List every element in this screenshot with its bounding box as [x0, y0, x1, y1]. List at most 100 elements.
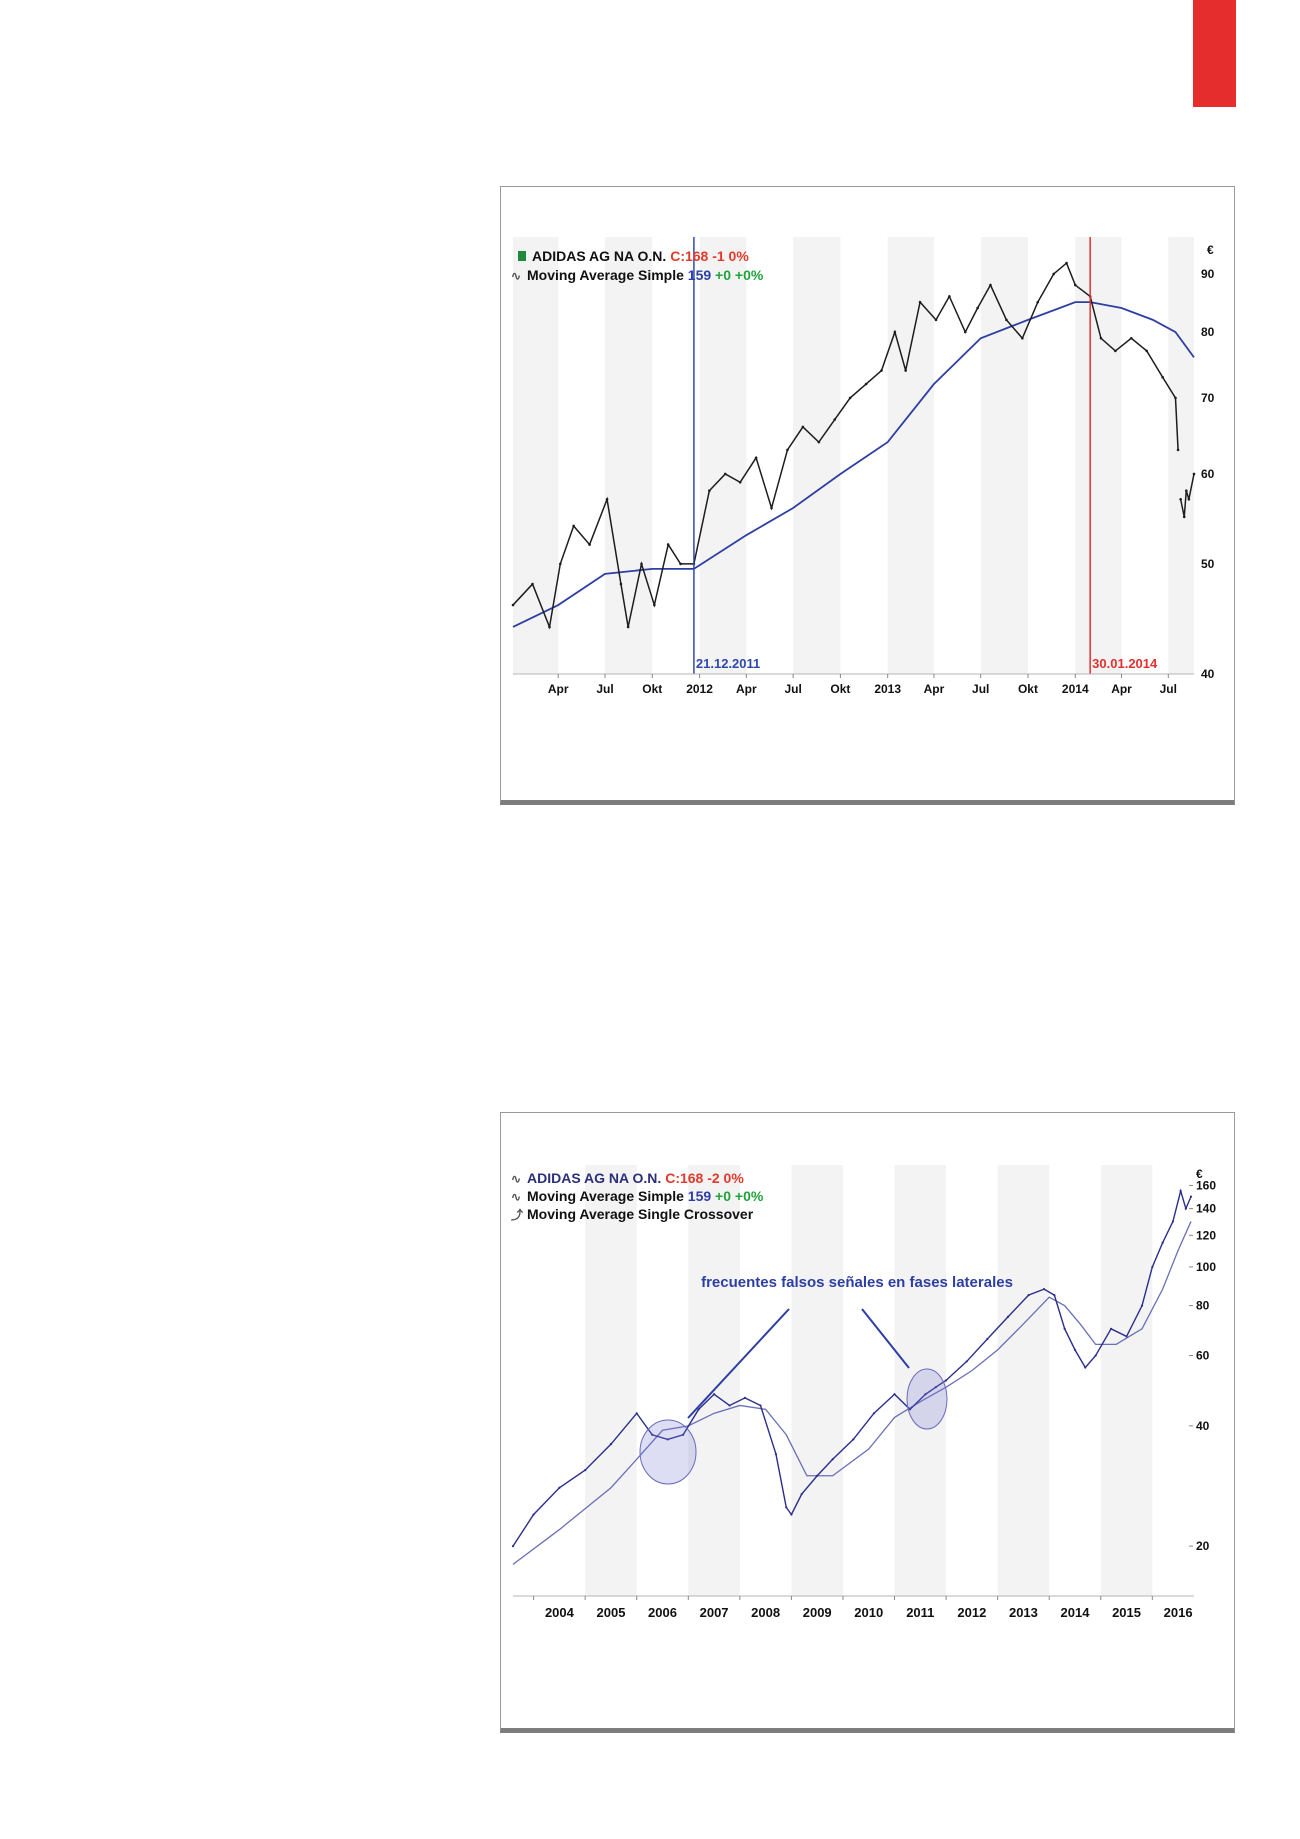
price-point: [697, 1408, 700, 1411]
price-point: [934, 318, 938, 322]
price-point: [817, 440, 821, 444]
x-tick-label: 2013: [1009, 1605, 1038, 1620]
price-point: [723, 472, 727, 476]
price-point: [1036, 300, 1040, 304]
price-point: [1073, 283, 1077, 287]
price-point: [904, 369, 907, 372]
y-tick-label: 40: [1201, 667, 1215, 681]
legend-series-price: ∿ ADIDAS AG NA O.N. C:168 -2 0%: [511, 1169, 744, 1188]
price-point: [785, 1506, 788, 1509]
y-tick-label: 100: [1196, 1260, 1216, 1274]
price-point: [976, 306, 979, 310]
x-tick-label: Okt: [642, 682, 662, 696]
highlight-circle-2011: [906, 1368, 948, 1430]
price-point: [1189, 1195, 1193, 1198]
currency-label: €: [1207, 243, 1214, 257]
background-stripe: [604, 237, 653, 674]
x-tick-label: 2011: [906, 1605, 934, 1620]
y-tick-label: 80: [1201, 325, 1215, 339]
x-tick-label: 2006: [648, 1605, 677, 1620]
series-line-moving-average: [512, 1221, 1192, 1565]
long-term-price-chart: frecuentes falsos señales en fases later…: [511, 1165, 1216, 1620]
x-tick-label: 2008: [751, 1605, 780, 1620]
price-point: [864, 382, 868, 386]
page-tab-marker: [1193, 0, 1236, 107]
price-point: [1125, 1335, 1128, 1338]
x-tick-label: 2012: [686, 682, 713, 696]
background-stripe: [699, 237, 747, 674]
price-point: [754, 456, 758, 460]
price-point: [1184, 489, 1188, 492]
price-point: [548, 625, 551, 629]
series-line-price: [512, 261, 1179, 630]
price-point: [619, 582, 623, 586]
price-point: [986, 1337, 989, 1341]
price-point: [666, 1438, 669, 1441]
x-tick-label: 2016: [1164, 1605, 1193, 1620]
x-tick-label: Apr: [548, 682, 569, 696]
y-tick-label: 80: [1196, 1299, 1210, 1313]
legend-series-price: ADIDAS AG NA O.N. C:168 -1 0%: [515, 247, 749, 265]
x-tick-label: 2013: [874, 682, 901, 696]
legend-crossover-name: Moving Average Single Crossover: [527, 1206, 754, 1222]
x-tick-label: 2004: [545, 1605, 575, 1620]
price-point: [1021, 336, 1024, 340]
price-point: [1099, 336, 1103, 340]
price-point: [965, 1360, 968, 1363]
price-point: [1151, 1265, 1154, 1269]
annotation-pointer-left: [687, 1308, 790, 1419]
price-point: [1084, 1366, 1087, 1369]
price-point: [572, 524, 575, 528]
date-marker-label: 21.12.2011: [696, 656, 760, 671]
price-point: [1179, 497, 1182, 501]
legend-series-crossover: ⤴ Moving Average Single Crossover: [511, 1205, 753, 1224]
y-tick-label: 50: [1201, 557, 1215, 571]
y-tick-label: 120: [1196, 1228, 1216, 1242]
legend-series-ma: ∿ Moving Average Simple 159 +0 +0%: [511, 266, 763, 285]
price-point: [1063, 1327, 1066, 1330]
background-stripe: [1168, 237, 1194, 674]
price-point: [511, 1545, 515, 1548]
legend-ma-change: +0 +0%: [715, 267, 764, 283]
price-point: [605, 497, 609, 501]
daily-price-chart: 21.12.2011 30.01.2014 Apr Jul Okt 2012 Apr Jul…: [511, 237, 1215, 696]
price-point: [558, 1486, 561, 1489]
price-point: [743, 1396, 747, 1400]
price-point: [1073, 1348, 1077, 1351]
price-point: [1109, 1327, 1113, 1330]
x-tick-label: 2007: [700, 1605, 729, 1620]
price-point: [588, 543, 591, 546]
background-stripe: [887, 237, 934, 674]
legend-price-value: C:168 -2 0%: [665, 1170, 744, 1186]
line-icon: ∿: [511, 1172, 522, 1186]
y-tick-label: 90: [1201, 267, 1215, 281]
price-point: [1161, 1241, 1164, 1244]
annotation-pointer-right: [861, 1308, 910, 1369]
price-point: [635, 1412, 638, 1415]
price-point: [989, 283, 992, 287]
price-point: [640, 562, 643, 566]
price-point: [924, 1393, 927, 1396]
price-point: [1174, 396, 1177, 400]
chart-panel-daily: 21.12.2011 30.01.2014 Apr Jul Okt 2012 Apr Jul…: [500, 186, 1235, 805]
price-point: [1182, 515, 1186, 519]
y-tick-label: 140: [1196, 1202, 1216, 1216]
legend-ma-change: +0 +0%: [715, 1188, 764, 1204]
price-point: [1094, 1354, 1097, 1357]
price-point: [1053, 1294, 1056, 1297]
price-point: [728, 1404, 731, 1407]
price-point: [1176, 448, 1180, 452]
background-stripe: [793, 237, 841, 674]
price-point: [558, 562, 562, 566]
price-point: [609, 1443, 613, 1446]
x-tick-label: 2009: [803, 1605, 832, 1620]
background-stripe: [997, 1165, 1050, 1596]
price-point: [893, 330, 897, 334]
price-point: [759, 1404, 762, 1407]
price-point: [532, 1513, 535, 1516]
price-point: [1114, 349, 1117, 353]
x-tick-label: 2005: [597, 1605, 626, 1620]
price-point: [934, 1386, 937, 1389]
price-point: [511, 603, 515, 607]
price-point: [679, 562, 682, 566]
